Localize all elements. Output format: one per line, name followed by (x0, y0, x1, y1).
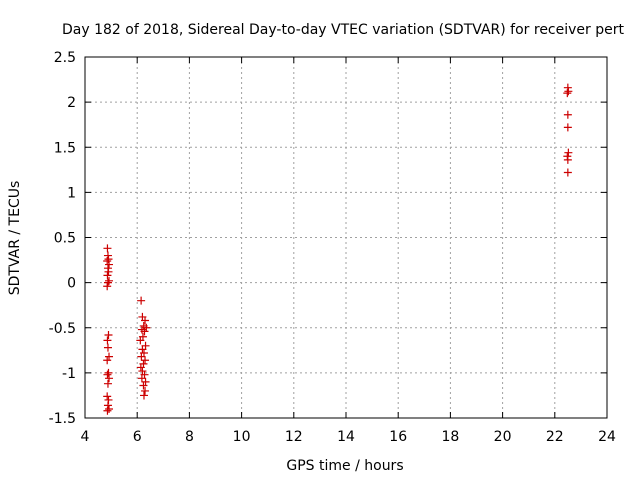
axis-ticks: 4 6 8 10 12 14 16 18 20 22 24 -1.5 -1 -0.5 0 0.5 1 1.5 2 2.… (49, 50, 616, 445)
data-points (103, 83, 573, 415)
y-tick-label: 2.5 (54, 50, 76, 66)
data-point (138, 367, 147, 376)
x-tick-label: 8 (185, 429, 194, 445)
y-tick-label: -1 (62, 366, 76, 382)
y-axis-title: SDTVAR / TECUs (7, 181, 23, 296)
y-tick-label: 1 (67, 185, 76, 201)
data-point (105, 352, 114, 361)
x-tick-label: 24 (598, 429, 616, 445)
grid-lines (85, 57, 607, 418)
data-point (141, 356, 150, 365)
data-point (139, 391, 148, 400)
x-tick-label: 22 (546, 429, 564, 445)
data-point (136, 363, 145, 372)
y-tick-label: 0.5 (54, 231, 76, 247)
data-point (137, 352, 146, 361)
x-axis-title: GPS time / hours (286, 458, 403, 474)
data-point (105, 276, 114, 285)
data-point (137, 296, 146, 305)
data-point (105, 404, 114, 413)
x-tick-label: 12 (285, 429, 303, 445)
data-point (137, 374, 146, 383)
data-point (564, 148, 573, 157)
chart-title: Day 182 of 2018, Sidereal Day-to-day VTE… (62, 22, 624, 38)
data-point (105, 374, 114, 383)
data-point (141, 386, 150, 395)
data-point (105, 260, 114, 269)
data-point (103, 271, 112, 280)
data-point (563, 168, 572, 177)
data-point (103, 406, 112, 415)
y-tick-label: -0.5 (49, 321, 76, 337)
data-point (138, 345, 147, 354)
data-point (103, 356, 112, 365)
y-tick-label: 0 (67, 276, 76, 292)
data-point (103, 379, 112, 388)
data-point (103, 370, 112, 379)
data-point (103, 336, 112, 345)
y-tick-label: 2 (67, 95, 76, 111)
x-tick-label: 14 (337, 429, 355, 445)
data-point (139, 381, 148, 390)
x-tick-label: 20 (494, 429, 512, 445)
data-point (103, 343, 112, 352)
x-tick-label: 4 (81, 429, 90, 445)
data-point (103, 278, 112, 287)
data-point (564, 87, 573, 96)
data-point (103, 244, 112, 253)
data-point (142, 323, 151, 332)
data-point (103, 282, 112, 291)
data-point (103, 392, 112, 401)
x-tick-label: 6 (133, 429, 142, 445)
data-point (141, 316, 150, 325)
x-tick-label: 16 (389, 429, 407, 445)
data-point (563, 123, 572, 132)
data-point (563, 89, 572, 98)
y-tick-label: 1.5 (54, 140, 76, 156)
x-tick-label: 18 (441, 429, 459, 445)
data-point (104, 330, 113, 339)
y-tick-label: -1.5 (49, 411, 76, 427)
x-tick-label: 10 (233, 429, 251, 445)
data-point (104, 267, 113, 276)
data-point (563, 110, 572, 119)
data-point (140, 327, 149, 336)
data-point (136, 336, 145, 345)
data-point (563, 155, 572, 164)
data-point (103, 256, 112, 265)
data-point (141, 377, 150, 386)
